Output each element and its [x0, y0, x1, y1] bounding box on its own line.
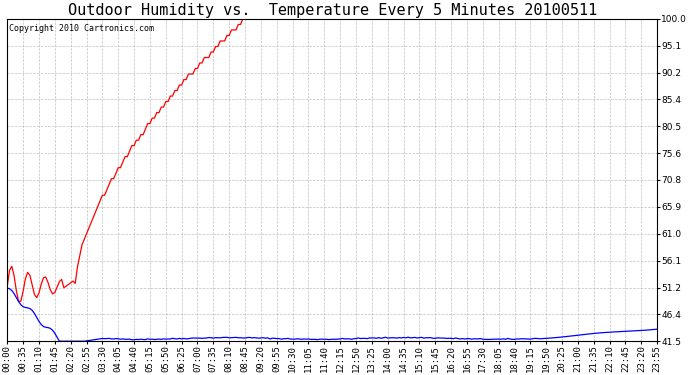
Text: Copyright 2010 Cartronics.com: Copyright 2010 Cartronics.com	[8, 24, 154, 33]
Title: Outdoor Humidity vs.  Temperature Every 5 Minutes 20100511: Outdoor Humidity vs. Temperature Every 5…	[68, 3, 597, 18]
